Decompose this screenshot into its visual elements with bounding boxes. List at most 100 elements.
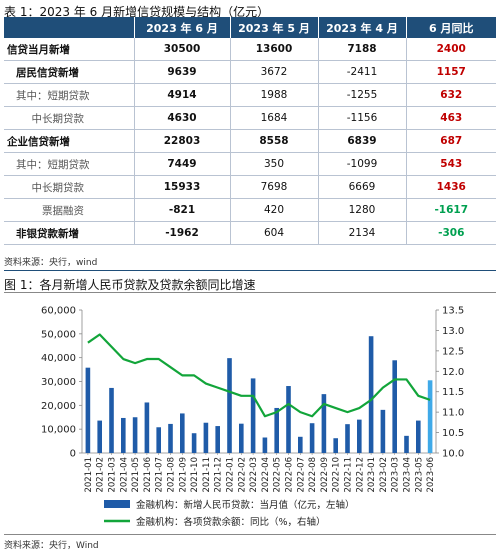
cell-may: 13600 — [230, 38, 319, 61]
x-tick-label: 2021-03 — [108, 457, 118, 493]
bar — [215, 426, 220, 453]
bar — [227, 358, 232, 453]
table-row: 其中：短期贷款 7449 350 -1099 543 — [4, 152, 496, 176]
bar — [380, 409, 386, 453]
cell-apr: 1280 — [318, 198, 407, 222]
legend-label: 金融机构：新增人民币贷款：当月值（亿元，左轴） — [136, 499, 355, 511]
cell-may: 8558 — [230, 129, 319, 153]
cell-apr: -1156 — [318, 106, 407, 130]
left-tick-label: 0 — [70, 449, 76, 460]
bar — [357, 419, 362, 453]
right-tick-label: 11.0 — [442, 408, 464, 419]
x-tick-label: 2022-06 — [285, 457, 295, 493]
cell-may: 3672 — [230, 60, 319, 84]
x-tick-label: 2021-09 — [178, 457, 188, 493]
cell-may: 1684 — [230, 106, 319, 130]
cell-jun: 15933 — [134, 175, 231, 199]
x-tick-label: 2021-02 — [96, 457, 106, 493]
cell-jun: 4630 — [134, 106, 231, 130]
row-label: 其中：短期贷款 — [4, 83, 135, 107]
table-header-cell — [4, 17, 135, 38]
bar — [333, 438, 338, 453]
table-row: 企业信贷新增 22803 8558 6839 687 — [4, 129, 496, 153]
table-row: 居民信贷新增 9639 3672 -2411 1157 — [4, 60, 496, 84]
x-tick-label: 2022-03 — [249, 457, 259, 493]
x-tick-label: 2022-12 — [355, 457, 365, 493]
x-tick-label: 2022-05 — [273, 457, 283, 493]
x-tick-label: 2021-01 — [84, 457, 94, 493]
cell-apr: -1099 — [318, 152, 407, 176]
cell-yoy: 687 — [406, 129, 496, 153]
cell-apr: 6669 — [318, 175, 407, 199]
bar — [168, 423, 173, 453]
table-row: 中长期贷款 15933 7698 6669 1436 — [4, 175, 496, 199]
cell-jun: 4914 — [134, 83, 231, 107]
x-tick-label: 2022-08 — [308, 457, 318, 493]
row-label: 中长期贷款 — [4, 106, 135, 130]
row-label: 企业信贷新增 — [4, 129, 135, 153]
row-label: 非银贷款新增 — [4, 221, 135, 245]
cell-jun: -1962 — [134, 221, 231, 245]
row-label: 其中：短期贷款 — [4, 152, 135, 176]
cell-jun: 9639 — [134, 60, 231, 84]
divider — [4, 270, 496, 271]
table-source: 资料来源：央行，wind — [4, 258, 98, 268]
right-tick-label: 12.5 — [442, 346, 464, 357]
cell-yoy: -1617 — [406, 198, 496, 222]
figure-title: 图 1：各月新增人民币贷款及贷款余额同比增速 — [4, 278, 256, 292]
bar — [191, 433, 197, 453]
right-tick-label: 11.5 — [442, 387, 464, 398]
cell-jun: 22803 — [134, 129, 231, 153]
divider — [4, 292, 496, 293]
divider — [4, 534, 496, 535]
cell-apr: -2411 — [318, 60, 407, 84]
x-tick-label: 2021-08 — [167, 457, 177, 493]
cell-apr: 7188 — [318, 38, 407, 61]
left-tick-label: 20,000 — [41, 401, 76, 412]
figure-source: 资料来源：央行，Wind — [4, 541, 99, 551]
legend-label: 金融机构：各项贷款余额：同比（%，右轴） — [136, 516, 326, 528]
x-tick-label: 2021-04 — [119, 457, 129, 493]
left-tick-label: 60,000 — [41, 306, 76, 317]
bar — [180, 413, 185, 453]
x-tick-label: 2021-06 — [143, 457, 153, 493]
row-label-text: 中长期贷款 — [31, 181, 85, 194]
row-label-text: 中长期贷款 — [31, 112, 85, 125]
x-tick-label: 2023-01 — [367, 457, 377, 493]
x-tick-label: 2023-02 — [379, 457, 389, 493]
left-tick-label: 50,000 — [41, 329, 76, 340]
growth-line — [87, 333, 431, 418]
cell-apr: 2134 — [318, 221, 407, 245]
row-label-text: 票据融资 — [42, 204, 84, 217]
x-tick-label: 2022-01 — [226, 457, 236, 493]
table-header-row: 2023 年 6 月 2023 年 5 月 2023 年 4 月 6 月同比 — [4, 17, 496, 38]
cell-yoy: 2400 — [406, 38, 496, 61]
right-tick-label: 10.5 — [442, 428, 464, 439]
x-tick-label: 2022-09 — [320, 457, 330, 493]
x-tick-label: 2021-12 — [214, 457, 224, 493]
bar — [427, 380, 433, 453]
x-tick-label: 2023-05 — [414, 457, 424, 493]
cell-yoy: 543 — [406, 152, 496, 176]
cell-jun: 30500 — [134, 38, 231, 61]
bar — [239, 423, 244, 453]
table-header-cell: 2023 年 6 月 — [134, 17, 231, 38]
x-tick-label: 2021-05 — [131, 457, 141, 493]
table-row: 票据融资 -821 420 1280 -1617 — [4, 198, 496, 222]
bar — [286, 386, 291, 453]
table-header-cell: 2023 年 4 月 — [318, 17, 407, 38]
x-tick-label: 2022-11 — [344, 457, 354, 493]
bar — [156, 427, 161, 453]
cell-yoy: 1157 — [406, 60, 496, 84]
x-tick-label: 2021-11 — [202, 457, 212, 493]
cell-may: 604 — [230, 221, 319, 245]
cell-may: 350 — [230, 152, 319, 176]
left-tick-label: 30,000 — [41, 377, 76, 388]
cell-may: 420 — [230, 198, 319, 222]
right-tick-label: 13.5 — [442, 306, 464, 317]
bar — [274, 407, 279, 453]
x-tick-label: 2022-07 — [296, 457, 306, 493]
bar — [109, 387, 114, 453]
left-tick-label: 40,000 — [41, 353, 76, 364]
cell-yoy: 1436 — [406, 175, 496, 199]
